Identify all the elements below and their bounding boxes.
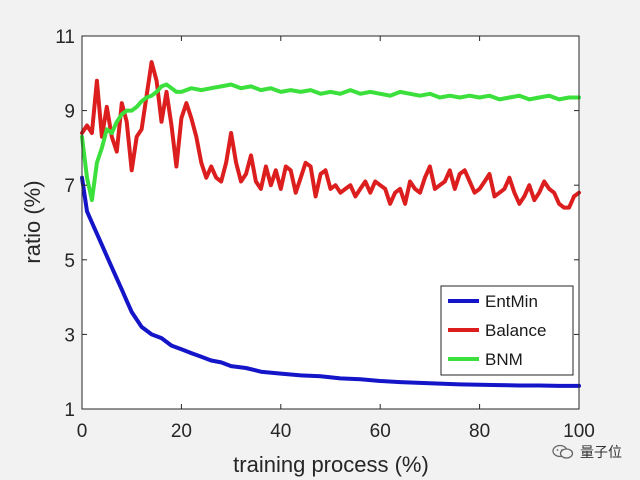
- series-layer: [80, 60, 581, 388]
- x-tick-label: 80: [469, 421, 490, 442]
- legend-label-balance: Balance: [485, 321, 546, 340]
- y-tick-label: 11: [55, 27, 75, 48]
- x-tick-label: 40: [270, 421, 291, 442]
- legend: EntMin Balance BNM: [440, 285, 574, 376]
- y-tick-label: 7: [64, 176, 75, 197]
- legend-label-bnm: BNM: [485, 350, 523, 369]
- y-tick-label: 1: [64, 400, 75, 421]
- x-tick-label: 60: [370, 421, 391, 442]
- y-tick-label: 5: [64, 251, 75, 272]
- y-tick-label: 3: [64, 325, 75, 346]
- series-line-balance: [80, 60, 581, 210]
- watermark: 量子位: [552, 442, 622, 462]
- x-tick-label: 0: [77, 421, 88, 442]
- legend-label-entmin: EntMin: [485, 292, 538, 311]
- axis-ticks: 0 20 40 60 80 100 1 3 5 7 9 11: [55, 27, 595, 442]
- x-tick-label: 100: [563, 421, 595, 442]
- series-line-entmin: [80, 175, 581, 388]
- watermark-text: 量子位: [580, 445, 622, 461]
- x-tick-label: 20: [171, 421, 192, 442]
- plot-frame: [81, 35, 580, 410]
- y-axis-label: ratio (%): [20, 180, 45, 263]
- y-tick-label: 9: [64, 102, 75, 123]
- x-axis-label: training process (%): [233, 452, 429, 477]
- series-line-bnm: [80, 82, 581, 203]
- wechat-bubble-icon: [552, 444, 574, 459]
